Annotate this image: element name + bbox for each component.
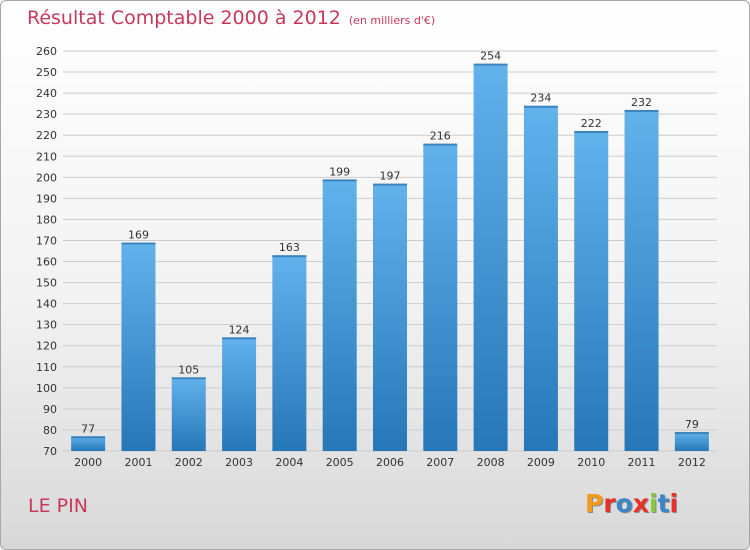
bar-2000[interactable] <box>71 436 106 451</box>
bar-top-edge <box>674 432 709 435</box>
y-tick-label: 150 <box>36 277 57 290</box>
data-label-2003: 124 <box>229 323 250 336</box>
logo-letter: i <box>669 489 679 518</box>
bar-2002[interactable] <box>171 377 206 451</box>
y-tick-label: 100 <box>36 382 57 395</box>
chart-title-main: Résultat Comptable 2000 à 2012 <box>27 7 341 29</box>
x-tick-label-2001: 2001 <box>124 456 152 469</box>
y-tick-label: 80 <box>43 424 57 437</box>
x-tick-label-2004: 2004 <box>275 456 303 469</box>
bar-top-edge <box>624 109 659 112</box>
logo-letter: P <box>585 489 604 518</box>
bar-top-edge <box>71 436 106 439</box>
x-tick-label-2006: 2006 <box>376 456 404 469</box>
bar-2005[interactable] <box>322 179 357 451</box>
data-label-2004: 163 <box>279 241 300 254</box>
x-tick-label-2007: 2007 <box>426 456 454 469</box>
y-tick-label: 110 <box>36 361 57 374</box>
data-label-2010: 222 <box>581 117 602 130</box>
x-tick-label-2012: 2012 <box>678 456 706 469</box>
data-label-2012: 79 <box>685 418 699 431</box>
x-axis-ticks: 2000 2001 2002 2003 2004 2005 2006 2007 2008 2009… <box>74 456 706 469</box>
y-tick-label: 170 <box>36 234 57 247</box>
y-tick-label: 210 <box>36 150 57 163</box>
bar-top-edge <box>171 377 206 380</box>
bar-2012[interactable] <box>674 432 709 451</box>
chart-title-unit: (en milliers d'€) <box>348 14 436 27</box>
x-tick-label-2011: 2011 <box>628 456 656 469</box>
x-tick-label-2009: 2009 <box>527 456 555 469</box>
bar-top-edge <box>121 242 156 245</box>
y-tick-label: 220 <box>36 129 57 142</box>
y-tick-label: 190 <box>36 192 57 205</box>
y-tick-label: 230 <box>36 108 57 121</box>
logo-letter: o <box>615 489 633 518</box>
bar-top-edge <box>373 183 407 186</box>
data-label-2005: 199 <box>329 165 350 178</box>
logo-letter: t <box>657 489 670 518</box>
y-tick-label: 260 <box>36 45 57 58</box>
bars <box>71 63 709 452</box>
data-label-2006: 197 <box>380 170 401 183</box>
proxiti-logo[interactable]: Proxiti <box>585 489 678 518</box>
data-label-2007: 216 <box>430 130 451 143</box>
bar-2003[interactable] <box>222 337 257 451</box>
logo-letter: i <box>649 489 658 518</box>
bar-2001[interactable] <box>121 242 156 451</box>
x-tick-label-2010: 2010 <box>577 456 605 469</box>
x-tick-label-2008: 2008 <box>477 456 505 469</box>
bar-2004[interactable] <box>272 255 307 451</box>
y-tick-label: 70 <box>43 445 57 458</box>
chart-title: Résultat Comptable 2000 à 2012 (en millie… <box>27 7 435 29</box>
data-label-2000: 77 <box>81 422 95 435</box>
y-tick-label: 90 <box>43 403 57 416</box>
y-tick-label: 120 <box>36 340 57 353</box>
bar-top-edge <box>473 63 508 66</box>
x-tick-label-2002: 2002 <box>175 456 203 469</box>
bar-top-edge <box>574 131 609 133</box>
bar-2007[interactable] <box>423 143 458 451</box>
data-label-2011: 232 <box>631 96 652 109</box>
bar-2010[interactable] <box>574 131 609 451</box>
data-label-2009: 234 <box>530 92 551 105</box>
data-label-2008: 254 <box>480 50 501 63</box>
x-tick-label-2005: 2005 <box>326 456 354 469</box>
bar-2011[interactable] <box>624 109 659 452</box>
bar-top-edge <box>423 143 458 146</box>
data-label-2001: 169 <box>128 229 149 242</box>
bar-2006[interactable] <box>373 183 407 451</box>
logo-letter: r <box>603 489 616 518</box>
y-tick-label: 160 <box>36 256 57 269</box>
commune-name: LE PIN <box>28 495 88 517</box>
bar-top-edge <box>272 255 307 258</box>
y-tick-label: 130 <box>36 319 57 332</box>
y-tick-label: 200 <box>36 171 57 184</box>
data-labels: 77 169 105 124 163 199 197 216 254 234 222 232 79 <box>81 50 699 436</box>
y-tick-label: 140 <box>36 298 57 311</box>
data-label-2002: 105 <box>178 363 199 376</box>
bar-2008[interactable] <box>473 63 508 451</box>
y-axis-ticks: 70 80 90 100 110 120 130 140 150 160 170 180 190 200 2… <box>36 45 57 458</box>
x-tick-label-2000: 2000 <box>74 456 102 469</box>
y-tick-label: 180 <box>36 213 57 226</box>
logo-letter: x <box>632 489 649 518</box>
bar-2009[interactable] <box>523 105 558 451</box>
y-tick-label: 240 <box>36 87 57 100</box>
bar-top-edge <box>222 337 257 340</box>
bar-top-edge <box>523 105 558 108</box>
x-tick-label-2003: 2003 <box>225 456 253 469</box>
y-tick-label: 250 <box>36 66 57 79</box>
bar-top-edge <box>322 179 357 182</box>
